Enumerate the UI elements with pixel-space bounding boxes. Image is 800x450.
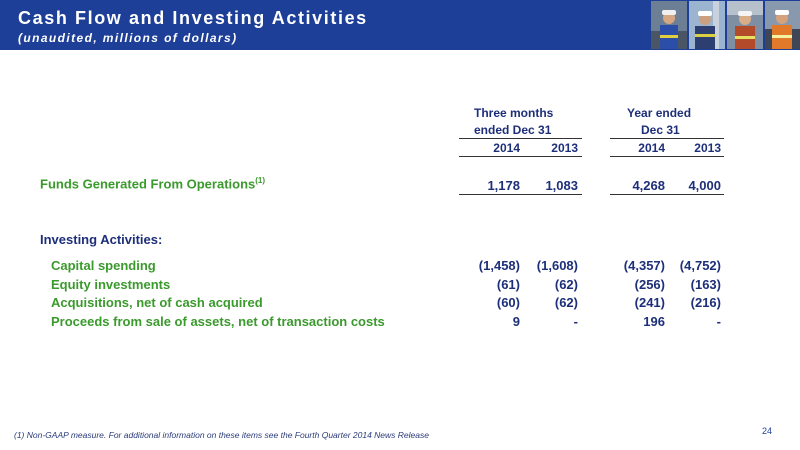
group-header-three-months-line2: ended Dec 31 [474,123,552,137]
row-value: (4,357) [623,258,665,273]
funds-value: 4,268 [632,178,665,193]
group-underline-year-ended [610,138,724,139]
group-header-three-months-line1: Three months [474,106,554,120]
year-header: 2014 [638,141,665,155]
row-label-acquisitions: Acquisitions, net of cash acquired [51,295,263,310]
funds-value: 1,083 [545,178,578,193]
row-value: (216) [690,295,721,310]
funds-value: 4,000 [688,178,721,193]
row-value: (256) [634,277,665,292]
footnote-marker: (1) [255,176,266,185]
page-title: Cash Flow and Investing Activities [18,8,368,28]
footnote: (1) Non-GAAP measure. For additional inf… [14,430,429,440]
row-value: (1,458) [478,258,520,273]
row-value: (1,608) [536,258,578,273]
photo-worker-1 [651,1,687,49]
group-underline-three-months [459,138,582,139]
page-subtitle: (unaudited, millions of dollars) [18,31,238,45]
photo-worker-3 [727,1,763,49]
row-value: (61) [496,277,520,292]
investing-activities-heading: Investing Activities: [40,232,163,247]
row-value: (163) [690,277,721,292]
group-header-year-ended-line1: Year ended [627,106,692,120]
year-header: 2013 [694,141,721,155]
header-photo-strip [651,1,800,49]
row-value: - [573,314,578,329]
year-header: 2013 [551,141,578,155]
funds-underline-year-ended [610,194,724,195]
row-value: (62) [554,295,578,310]
row-value: (4,752) [679,258,721,273]
row-value: (241) [634,295,665,310]
row-label-capital-spending: Capital spending [51,258,156,273]
row-label-proceeds-from-sale: Proceeds from sale of assets, net of tra… [51,314,385,329]
funds-underline-three-months [459,194,582,195]
funds-generated-label-text: Funds Generated From Operations [40,176,256,192]
row-value: 9 [512,314,520,329]
header-bar: Cash Flow and Investing Activities (unau… [0,0,800,50]
year-underline-year-ended [610,156,724,157]
row-value: (62) [554,277,578,292]
photo-worker-2 [689,1,725,49]
year-header: 2014 [493,141,520,155]
funds-value: 1,178 [487,178,520,193]
row-value: - [716,314,721,329]
group-header-year-ended-line2: Dec 31 [641,123,680,137]
row-value: (60) [496,295,520,310]
page-number: 24 [762,426,773,436]
photo-worker-4 [765,1,800,49]
funds-generated-label: Funds Generated From Operations(1) [40,176,265,191]
row-value: 196 [643,314,665,329]
year-underline-three-months [459,156,582,157]
row-label-equity-investments: Equity investments [51,277,171,292]
